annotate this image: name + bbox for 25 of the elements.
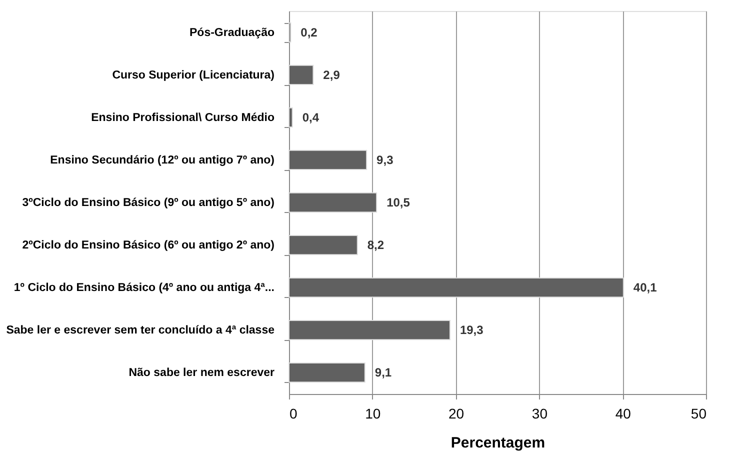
x-tick-label: 10 xyxy=(365,406,381,422)
data-label: 8,2 xyxy=(367,238,384,252)
y-tick-label: Curso Superior (Licenciatura) xyxy=(112,69,275,82)
x-tick-label: 20 xyxy=(448,406,464,422)
y-tick-label: 2ºCiclo do Ensino Básico (6º ou antigo 2º ano) xyxy=(22,240,275,252)
y-tick-label: Ensino Secundário (12º ou antigo 7º ano) xyxy=(50,154,275,166)
data-label: 19,3 xyxy=(460,323,484,338)
x-tick-label: 0 xyxy=(290,406,298,422)
data-label: 0,4 xyxy=(302,110,320,124)
data-label: 40,1 xyxy=(633,280,658,295)
y-tick-label: Sabe ler e escrever sem ter concluído a 4ª classe xyxy=(6,324,274,337)
data-label: 10,5 xyxy=(386,196,410,210)
x-tick-label: 50 xyxy=(690,406,707,422)
x-tick-label: 30 xyxy=(532,406,548,422)
data-label: 9,3 xyxy=(376,152,394,167)
y-tick-label: Ensino Profissional\ Curso Médio xyxy=(91,112,274,124)
y-tick-label: Não sabe ler nem escrever xyxy=(128,367,276,380)
x-tick-label: 40 xyxy=(615,406,632,422)
y-tick-label: 1º Ciclo do Ensino Básico (4º ano ou antiga 4ª... xyxy=(14,282,274,294)
y-tick-label: 3ºCiclo do Ensino Básico (9º ou antigo 5º ano) xyxy=(22,197,275,209)
x-axis-title: Percentagem xyxy=(450,434,546,452)
data-label: 9,1 xyxy=(374,366,392,380)
y-tick-label: Pós-Graduação xyxy=(190,26,274,39)
data-label: 2,9 xyxy=(323,68,340,82)
data-label: 0,2 xyxy=(300,25,318,40)
